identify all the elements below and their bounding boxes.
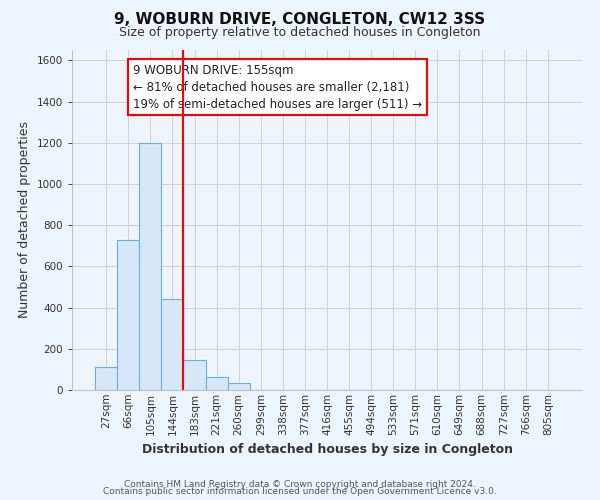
Bar — [206, 377, 227, 390]
Bar — [184, 360, 206, 390]
Text: 9 WOBURN DRIVE: 155sqm
← 81% of detached houses are smaller (2,181)
19% of semi-: 9 WOBURN DRIVE: 155sqm ← 81% of detached… — [133, 64, 422, 110]
Bar — [161, 300, 184, 390]
Bar — [227, 383, 250, 390]
Bar — [117, 240, 139, 390]
Text: 9, WOBURN DRIVE, CONGLETON, CW12 3SS: 9, WOBURN DRIVE, CONGLETON, CW12 3SS — [115, 12, 485, 28]
Text: Contains HM Land Registry data © Crown copyright and database right 2024.: Contains HM Land Registry data © Crown c… — [124, 480, 476, 489]
Bar — [95, 368, 117, 390]
Bar — [139, 142, 161, 390]
Y-axis label: Number of detached properties: Number of detached properties — [18, 122, 31, 318]
X-axis label: Distribution of detached houses by size in Congleton: Distribution of detached houses by size … — [142, 443, 512, 456]
Text: Size of property relative to detached houses in Congleton: Size of property relative to detached ho… — [119, 26, 481, 39]
Text: Contains public sector information licensed under the Open Government Licence v3: Contains public sector information licen… — [103, 487, 497, 496]
